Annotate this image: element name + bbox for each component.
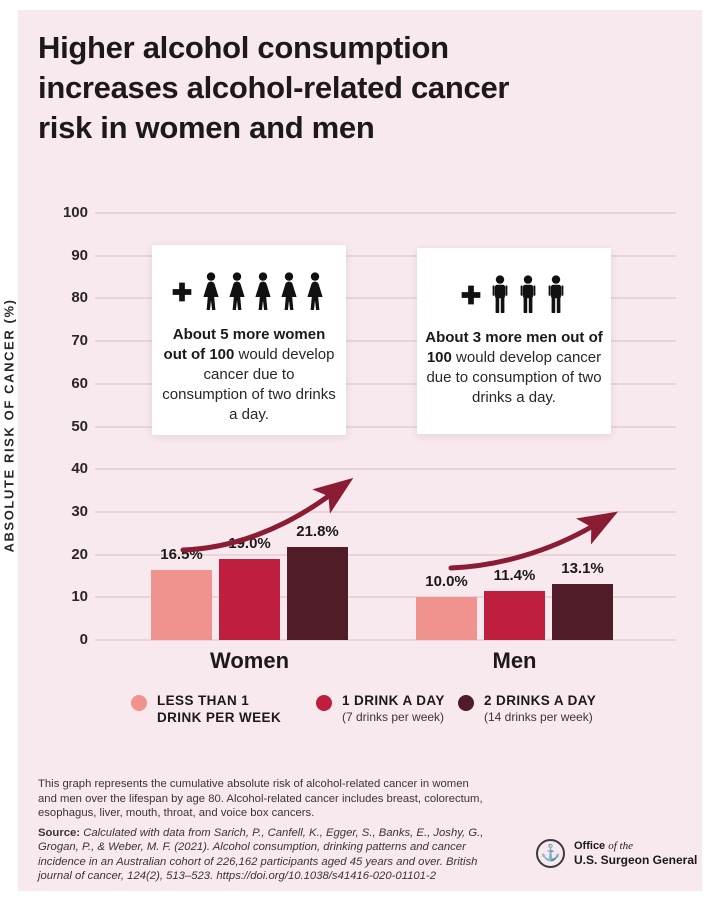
bar-value-label: 10.0% xyxy=(425,573,468,591)
footnote: This graph represents the cumulative abs… xyxy=(38,777,490,884)
men-trend-arrow-icon xyxy=(448,511,619,571)
surgeon-general-logo: ⚓ Office of the U.S. Surgeon General xyxy=(536,838,706,868)
footnote-source: Source: Calculated with data from Sarich… xyxy=(38,826,490,884)
page-title: Higher alcohol consumption increases alc… xyxy=(38,30,510,145)
man-icon xyxy=(516,274,540,316)
bar-value-label: 21.8% xyxy=(296,522,339,540)
legend-item: 2 DRINKS A DAY (14 drinks per week) xyxy=(458,692,596,725)
plus-icon xyxy=(171,281,196,303)
y-axis-title: ABSOLUTE RISK OF CANCER (%) xyxy=(1,298,17,553)
logo-line1: Office of the xyxy=(574,840,706,853)
source-text: Calculated with data from Sarich, P., Ca… xyxy=(38,826,484,883)
men-card-bold-text: About 3 more men out of 100 xyxy=(425,329,603,366)
woman-icon xyxy=(199,271,223,313)
bar-value-label: 13.1% xyxy=(561,560,604,578)
men-card-text: About 3 more men out of 100 would develo… xyxy=(417,328,611,408)
y-tick-label: 60 xyxy=(71,374,88,392)
gridline xyxy=(95,212,676,214)
gridline xyxy=(95,340,676,343)
y-tick-label: 100 xyxy=(62,204,88,221)
plus-icon xyxy=(460,284,485,306)
group-label-men: Men xyxy=(492,648,537,673)
anchor-seal-icon: ⚓ xyxy=(536,839,565,868)
logo-line2: U.S. Surgeon General xyxy=(574,853,698,867)
legend-sublabel: (14 drinks per week) xyxy=(484,710,593,724)
source-label: Source: xyxy=(38,826,81,839)
pink-background-panel xyxy=(18,10,702,891)
women-trend-arrow-icon xyxy=(180,477,354,553)
y-tick-label: 30 xyxy=(71,502,88,520)
woman-icon xyxy=(277,271,301,313)
legend-sublabel: (7 drinks per week) xyxy=(342,710,445,724)
women-card-text: About 5 more women out of 100 would deve… xyxy=(152,325,346,425)
man-icon xyxy=(488,274,512,316)
legend-item: 1 DRINK A DAY (7 drinks per week) xyxy=(316,692,445,725)
group-label-women: Women xyxy=(209,648,290,673)
y-tick-label: 80 xyxy=(71,289,88,307)
gridline xyxy=(95,510,676,513)
legend-swatch-light xyxy=(131,695,147,711)
gridline xyxy=(95,425,676,428)
y-tick-label: 10 xyxy=(71,588,88,606)
men-card-regular-text: would develop cancer due to consumption … xyxy=(426,349,602,406)
women-card-icons xyxy=(152,269,346,315)
y-tick-label: 20 xyxy=(71,545,88,563)
y-tick-label: 50 xyxy=(71,417,88,435)
gridline xyxy=(95,639,676,641)
gridline xyxy=(95,254,676,257)
women-figure-group xyxy=(199,271,327,313)
gridline xyxy=(95,596,676,599)
bar-women-1 xyxy=(219,558,280,640)
logo-ofthe-text: of the xyxy=(608,840,633,852)
legend-swatch-mid xyxy=(316,695,332,711)
woman-icon xyxy=(303,271,327,313)
gridline xyxy=(95,468,676,471)
logo-office-text: Office xyxy=(574,840,606,852)
man-icon xyxy=(544,274,568,316)
footnote-description: This graph represents the cumulative abs… xyxy=(38,778,483,819)
women-card-bold-text: About 5 more women out of 100 xyxy=(163,326,326,363)
legend-label: DRINK PER WEEK xyxy=(157,710,282,725)
legend-label: 1 DRINK A DAY xyxy=(342,693,445,708)
legend-label: LESS THAN 1 xyxy=(157,693,250,708)
legend-item: LESS THAN 1 DRINK PER WEEK xyxy=(131,692,281,726)
men-annotation-card: About 3 more men out of 100 would develo… xyxy=(417,248,611,434)
bar-men-0 xyxy=(416,597,477,640)
legend-label: 2 DRINKS A DAY xyxy=(484,693,597,708)
legend-swatch-dark xyxy=(458,695,474,711)
bar-men-1 xyxy=(484,591,545,640)
men-figure-group xyxy=(488,274,568,316)
bar-value-label: 11.4% xyxy=(493,567,536,585)
y-tick-label: 70 xyxy=(71,332,88,350)
woman-icon xyxy=(251,271,275,313)
bar-women-0 xyxy=(151,569,212,640)
women-annotation-card: About 5 more women out of 100 would deve… xyxy=(152,245,346,435)
bar-women-2 xyxy=(287,546,348,640)
women-card-regular-text: would develop cancer due to consumption … xyxy=(162,346,336,423)
gridline xyxy=(95,297,676,300)
gridline xyxy=(95,382,676,385)
gridline xyxy=(95,553,676,556)
woman-icon xyxy=(225,271,249,313)
men-card-icons xyxy=(417,272,611,318)
y-tick-label: 0 xyxy=(79,631,88,648)
y-tick-label: 90 xyxy=(71,246,88,264)
y-tick-label: 40 xyxy=(71,460,88,478)
bar-men-2 xyxy=(552,584,613,640)
